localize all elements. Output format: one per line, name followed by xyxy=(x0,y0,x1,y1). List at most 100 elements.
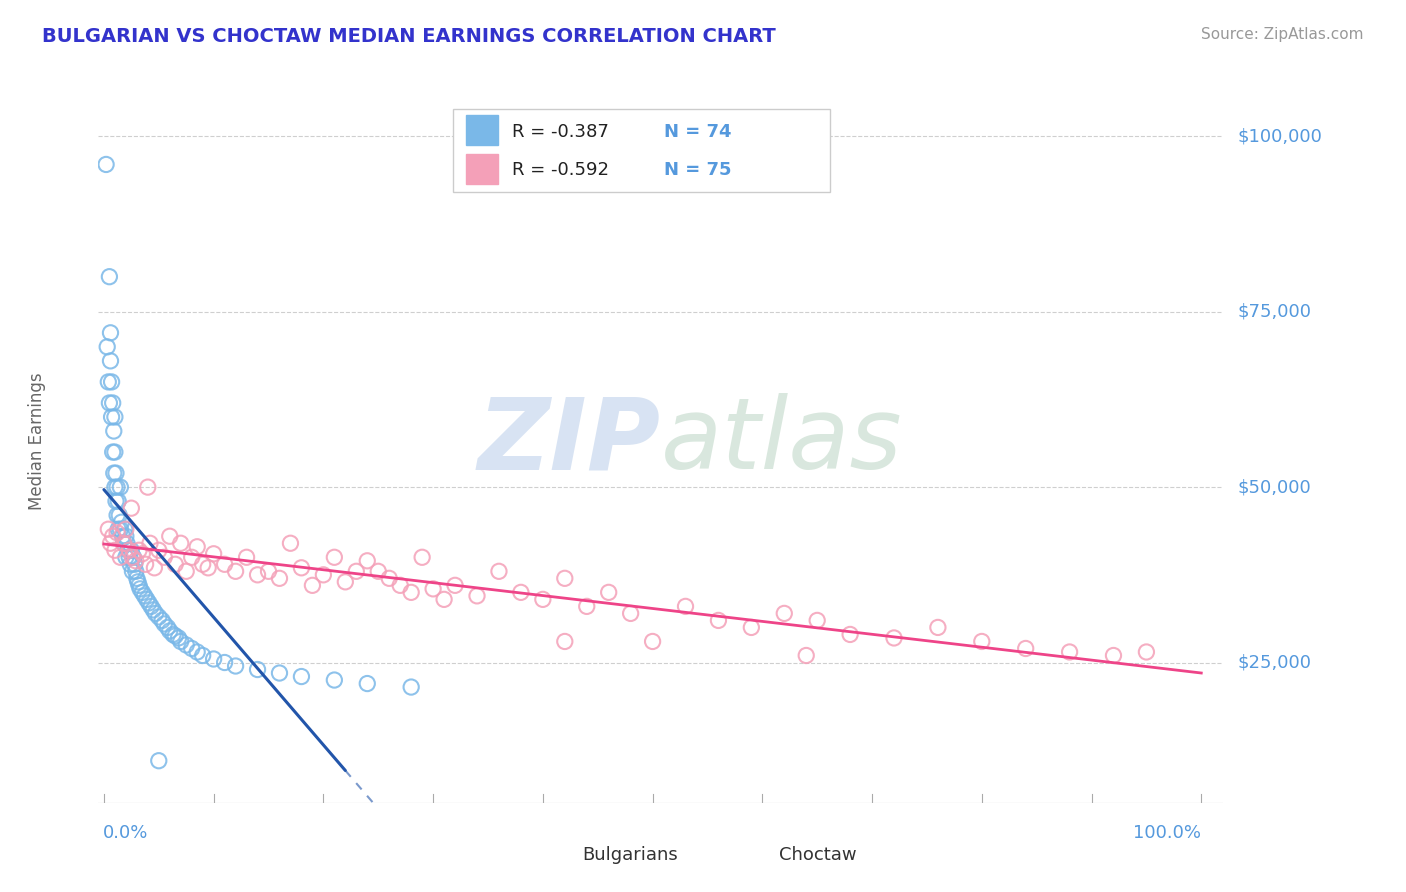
Point xyxy=(186,540,208,554)
Point xyxy=(422,582,444,596)
Point xyxy=(323,550,346,565)
Point xyxy=(153,616,176,631)
FancyBboxPatch shape xyxy=(745,844,770,865)
Point xyxy=(202,652,225,666)
Point xyxy=(103,466,125,480)
Point xyxy=(707,614,730,628)
Point xyxy=(117,543,139,558)
Point xyxy=(100,354,122,368)
Point xyxy=(122,550,145,565)
Point xyxy=(114,522,136,536)
Point xyxy=(97,522,120,536)
Point xyxy=(1135,645,1157,659)
Point xyxy=(110,515,132,529)
Point xyxy=(165,558,187,572)
Point xyxy=(290,669,312,683)
Point xyxy=(883,631,905,645)
Point xyxy=(159,529,181,543)
Point xyxy=(105,525,128,540)
Point xyxy=(115,522,138,536)
Point xyxy=(202,547,225,561)
Text: R = -0.387: R = -0.387 xyxy=(512,123,609,142)
Text: $25,000: $25,000 xyxy=(1237,654,1312,672)
Point xyxy=(98,269,121,284)
Point xyxy=(191,648,214,663)
Point xyxy=(139,599,162,614)
Point xyxy=(167,631,190,645)
Point xyxy=(323,673,346,687)
Text: Source: ZipAtlas.com: Source: ZipAtlas.com xyxy=(1201,27,1364,42)
Text: 0.0%: 0.0% xyxy=(103,824,148,842)
Point xyxy=(148,754,170,768)
Point xyxy=(225,564,247,578)
Point xyxy=(465,589,488,603)
Point xyxy=(389,578,412,592)
Text: Bulgarians: Bulgarians xyxy=(582,846,678,863)
Point xyxy=(148,610,170,624)
Point xyxy=(531,592,554,607)
Point xyxy=(112,536,135,550)
Point xyxy=(174,638,197,652)
Point xyxy=(399,680,422,694)
Point xyxy=(100,326,122,340)
Point xyxy=(554,571,576,585)
Point xyxy=(509,585,531,599)
Text: $75,000: $75,000 xyxy=(1237,302,1312,321)
Point xyxy=(139,536,162,550)
Point xyxy=(444,578,467,592)
Point xyxy=(488,564,510,578)
Point xyxy=(104,466,127,480)
Point xyxy=(970,634,993,648)
Point xyxy=(101,445,124,459)
Point xyxy=(411,550,433,565)
Point xyxy=(806,614,828,628)
Point xyxy=(97,375,120,389)
Point xyxy=(115,529,138,543)
Point xyxy=(129,582,152,596)
Point xyxy=(191,558,214,572)
Point xyxy=(120,543,142,558)
Point xyxy=(180,550,202,565)
Text: BULGARIAN VS CHOCTAW MEDIAN EARNINGS CORRELATION CHART: BULGARIAN VS CHOCTAW MEDIAN EARNINGS COR… xyxy=(42,27,776,45)
Point xyxy=(156,620,179,634)
Point xyxy=(773,607,796,621)
Point xyxy=(142,603,165,617)
Point xyxy=(153,550,176,565)
Text: Median Earnings: Median Earnings xyxy=(28,373,45,510)
Point xyxy=(120,558,142,572)
Point xyxy=(162,627,184,641)
FancyBboxPatch shape xyxy=(548,844,574,865)
Point xyxy=(118,550,141,565)
Text: atlas: atlas xyxy=(661,393,903,490)
Point xyxy=(103,424,125,438)
FancyBboxPatch shape xyxy=(467,153,498,184)
Point xyxy=(1102,648,1125,663)
Point xyxy=(138,596,160,610)
Point xyxy=(134,589,156,603)
Point xyxy=(575,599,598,614)
Point xyxy=(675,599,697,614)
Point xyxy=(839,627,862,641)
Point xyxy=(100,409,122,424)
Point xyxy=(104,409,127,424)
Point xyxy=(174,564,197,578)
Point xyxy=(356,554,378,568)
Point xyxy=(269,571,291,585)
Point xyxy=(125,564,148,578)
Point xyxy=(159,624,181,638)
Point xyxy=(186,645,208,659)
Point xyxy=(125,571,148,585)
Point xyxy=(128,578,150,592)
Point xyxy=(101,396,124,410)
Point xyxy=(100,536,122,550)
Text: ZIP: ZIP xyxy=(478,393,661,490)
Point xyxy=(124,558,146,572)
Point xyxy=(135,558,157,572)
Point xyxy=(127,574,149,589)
FancyBboxPatch shape xyxy=(467,114,498,145)
Point xyxy=(107,522,129,536)
Point xyxy=(399,585,422,599)
FancyBboxPatch shape xyxy=(453,109,830,193)
Point xyxy=(110,522,132,536)
Point xyxy=(269,666,291,681)
